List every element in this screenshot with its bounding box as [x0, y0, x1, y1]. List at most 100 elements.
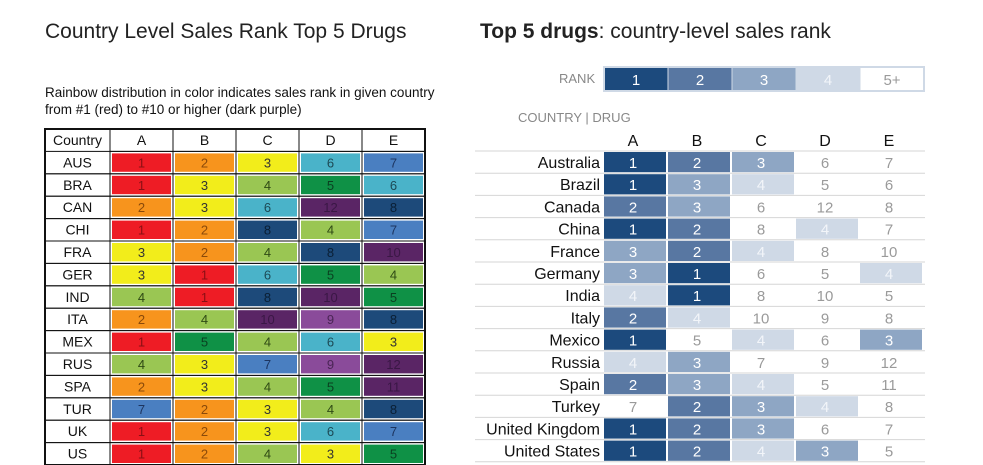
- rank-legend-label-2: 2: [696, 72, 704, 89]
- right-cell-value: 4: [757, 377, 765, 394]
- right-cell: [604, 285, 666, 306]
- right-cell-value: 6: [821, 333, 829, 350]
- left-cell-value: 6: [327, 155, 334, 170]
- left-cell: [238, 153, 297, 172]
- left-cell-value: 8: [327, 245, 334, 260]
- left-cell: [301, 175, 360, 195]
- left-row-label-IND: IND: [65, 289, 89, 305]
- right-cell-value: 2: [693, 222, 701, 239]
- left-cell: [112, 399, 171, 419]
- right-cell-value: 1: [629, 444, 637, 461]
- right-cell: [732, 307, 794, 328]
- right-cell: [604, 240, 666, 261]
- left-row-label-UK: UK: [68, 423, 88, 439]
- right-cell-value: 5: [885, 444, 893, 461]
- right-cell-value: 6: [757, 266, 765, 283]
- right-cell: [668, 263, 730, 284]
- left-cell: [364, 399, 423, 419]
- left-cell-value: 9: [327, 312, 334, 327]
- right-cell-value: 1: [693, 288, 701, 305]
- rank-legend-swatch: [667, 66, 733, 92]
- right-cell-value: 7: [757, 355, 765, 372]
- right-cell: [796, 263, 858, 284]
- left-cell-value: 8: [264, 290, 271, 305]
- right-cell: [604, 196, 666, 217]
- right-cell-value: 2: [693, 244, 701, 261]
- right-cell-value: 7: [885, 155, 893, 172]
- left-cell-value: 7: [264, 357, 271, 372]
- right-cell: [668, 396, 730, 417]
- left-cell-value: 2: [201, 245, 208, 260]
- left-cell: [301, 198, 360, 217]
- right-cell-value: 4: [757, 444, 765, 461]
- right-cell: [604, 152, 666, 173]
- right-cell: [860, 285, 922, 306]
- right-cell: [796, 374, 858, 395]
- right-cell-value: 5: [885, 288, 893, 305]
- rank-legend-label-4: 4: [824, 72, 832, 89]
- right-cell: [604, 174, 666, 195]
- right-cell-value: 9: [821, 355, 829, 372]
- right-cell: [732, 285, 794, 306]
- left-cell: [175, 175, 234, 195]
- right-row-label-mexico: Mexico: [549, 333, 600, 350]
- left-row-label-SPA: SPA: [64, 378, 92, 394]
- left-cell-value: 4: [201, 312, 208, 327]
- right-cell: [668, 218, 730, 239]
- left-cell: [112, 153, 171, 172]
- left-cell: [112, 377, 171, 396]
- right-cell-value: 3: [693, 177, 701, 194]
- right-cell-value: 5: [821, 377, 829, 394]
- left-cell-value: 5: [390, 447, 397, 462]
- left-cell-value: 1: [138, 155, 145, 170]
- rank-legend-label-3: 3: [760, 72, 768, 89]
- left-row-label-ITA: ITA: [67, 311, 88, 327]
- right-cell: [732, 418, 794, 439]
- left-cell: [364, 332, 423, 351]
- left-cell: [364, 153, 423, 172]
- right-cell: [860, 351, 922, 372]
- left-cell: [238, 332, 297, 351]
- left-cell-value: 6: [390, 178, 397, 193]
- left-cell-value: 10: [386, 245, 400, 260]
- right-row-label-canada: Canada: [544, 199, 600, 216]
- left-cell: [175, 399, 234, 419]
- left-cell-value: 5: [327, 267, 334, 282]
- left-cell: [301, 153, 360, 172]
- right-cell: [860, 174, 922, 195]
- rank-legend-swatch: [859, 66, 925, 92]
- right-cell: [796, 396, 858, 417]
- right-cell-value: 4: [629, 288, 637, 305]
- right-cell-value: 3: [629, 266, 637, 283]
- left-cell: [112, 332, 171, 351]
- rank-legend-frame: [603, 66, 925, 92]
- left-cell: [175, 355, 234, 374]
- right-cell-value: 7: [885, 222, 893, 239]
- right-cell-value: 3: [629, 244, 637, 261]
- left-cell-value: 4: [264, 335, 271, 350]
- right-cell: [732, 240, 794, 261]
- right-cell: [604, 218, 666, 239]
- right-cell-value: 1: [629, 155, 637, 172]
- left-row-label-FRA: FRA: [64, 244, 93, 260]
- right-cell: [732, 396, 794, 417]
- left-cell: [175, 444, 234, 463]
- left-cell: [301, 444, 360, 463]
- right-cell: [732, 174, 794, 195]
- left-table-outline: [44, 128, 426, 465]
- right-cell: [860, 307, 922, 328]
- right-chart-title: Top 5 drugs: country-level sales rank: [480, 20, 831, 44]
- left-cell: [112, 220, 171, 239]
- left-cell: [112, 355, 171, 374]
- left-cell: [112, 422, 171, 441]
- right-cell-value: 4: [757, 333, 765, 350]
- left-cell-value: 3: [201, 178, 208, 193]
- right-cell-value: 6: [821, 421, 829, 438]
- right-cell: [668, 240, 730, 261]
- right-cell-value: 7: [629, 399, 637, 416]
- left-cell-value: 2: [201, 402, 208, 417]
- right-cell: [604, 374, 666, 395]
- left-cell: [364, 198, 423, 217]
- left-cell-value: 7: [138, 402, 145, 417]
- left-cell: [301, 355, 360, 374]
